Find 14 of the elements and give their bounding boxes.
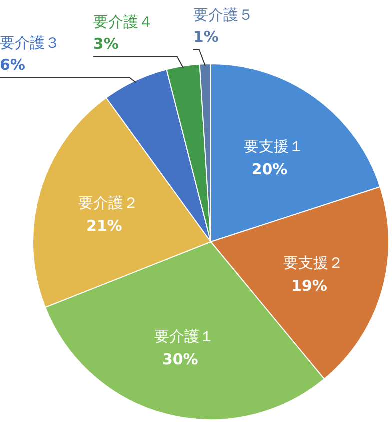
slice-label: 要介護５ [193,6,254,24]
data-label: 3% [93,35,119,53]
data-label: 21% [86,217,122,236]
data-label: 6% [0,56,26,74]
slice-label: 要介護３ [0,34,60,52]
slice-label: 要支援１ [244,138,304,156]
slice-label: 要支援２ [284,254,344,272]
data-label: 20% [252,160,288,179]
slice-label: 要介護１ [154,327,214,346]
data-label: 30% [162,350,198,368]
data-label: 19% [292,276,328,295]
slice-label: 要介護４ [93,13,154,31]
data-label: 1% [193,28,219,46]
slice-label: 要介護２ [78,194,138,212]
